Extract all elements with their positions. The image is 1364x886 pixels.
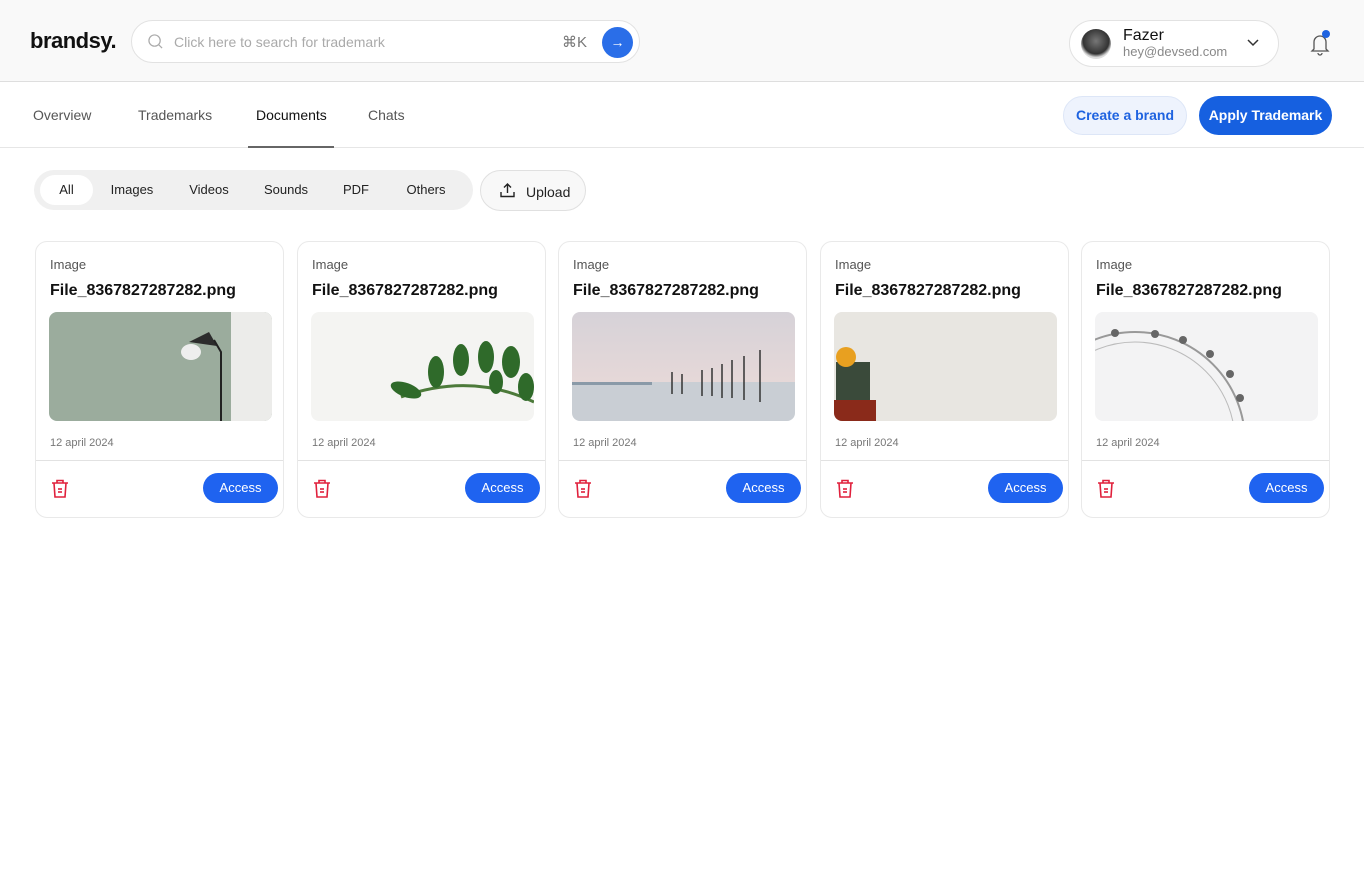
search-input[interactable] xyxy=(174,31,534,53)
search-icon xyxy=(148,34,163,49)
file-thumbnail[interactable] xyxy=(1095,312,1318,421)
access-button[interactable]: Access xyxy=(1249,473,1324,503)
file-date: 12 april 2024 xyxy=(1096,437,1160,449)
trash-icon[interactable] xyxy=(836,479,854,499)
file-thumbnail[interactable] xyxy=(572,312,795,421)
card-divider xyxy=(298,460,545,461)
card-divider xyxy=(821,460,1068,461)
apply-trademark-button[interactable]: Apply Trademark xyxy=(1199,96,1332,135)
upload-label: Upload xyxy=(526,184,571,200)
file-date: 12 april 2024 xyxy=(573,437,637,449)
create-brand-button[interactable]: Create a brand xyxy=(1063,96,1187,135)
avatar xyxy=(1081,29,1111,59)
filter-tabs: All Images Videos Sounds PDF Others xyxy=(34,170,473,210)
trash-icon[interactable] xyxy=(574,479,592,499)
file-type: Image xyxy=(573,257,610,272)
file-type: Image xyxy=(835,257,872,272)
chevron-down-icon xyxy=(1247,39,1259,47)
upload-icon xyxy=(500,183,515,198)
document-card: Image File_8367827287282.png 12 april 20… xyxy=(820,241,1069,518)
filter-images[interactable]: Images xyxy=(110,182,154,197)
document-card: Image File_8367827287282.png 12 april 20… xyxy=(1081,241,1330,518)
file-type: Image xyxy=(1096,257,1133,272)
filter-pdf[interactable]: PDF xyxy=(343,182,369,197)
user-email: hey@devsed.com xyxy=(1123,44,1228,59)
file-type: Image xyxy=(312,257,349,272)
file-name: File_8367827287282.png xyxy=(50,282,236,299)
user-menu[interactable]: Fazer hey@devsed.com xyxy=(1069,20,1279,67)
filter-videos[interactable]: Videos xyxy=(189,182,229,197)
card-divider xyxy=(36,460,283,461)
file-name: File_8367827287282.png xyxy=(312,282,498,299)
tab-chats[interactable]: Chats xyxy=(368,107,405,123)
card-divider xyxy=(559,460,806,461)
trash-icon[interactable] xyxy=(1097,479,1115,499)
file-thumbnail[interactable] xyxy=(311,312,534,421)
access-button[interactable]: Access xyxy=(465,473,540,503)
file-name: File_8367827287282.png xyxy=(573,282,759,299)
arrow-right-icon: → xyxy=(610,34,625,50)
file-type: Image xyxy=(50,257,87,272)
search-bar[interactable]: ⌘K → xyxy=(131,20,640,63)
file-name: File_8367827287282.png xyxy=(835,282,1021,299)
file-date: 12 april 2024 xyxy=(312,437,376,449)
access-button[interactable]: Access xyxy=(726,473,801,503)
top-header: brandsy. ⌘K → Fazer hey@devsed.com xyxy=(0,0,1364,82)
file-thumbnail[interactable] xyxy=(49,312,272,421)
trash-icon[interactable] xyxy=(313,479,331,499)
main-nav: Overview Trademarks Documents Chats Crea… xyxy=(0,82,1364,148)
tab-documents[interactable]: Documents xyxy=(248,82,334,148)
card-divider xyxy=(1082,460,1329,461)
access-button[interactable]: Access xyxy=(988,473,1063,503)
upload-button[interactable]: Upload xyxy=(480,170,586,211)
document-card: Image File_8367827287282.png 12 april 20… xyxy=(297,241,546,518)
search-submit-button[interactable]: → xyxy=(602,27,633,58)
document-card: Image File_8367827287282.png 12 april 20… xyxy=(558,241,807,518)
file-date: 12 april 2024 xyxy=(835,437,899,449)
filter-others[interactable]: Others xyxy=(406,182,446,197)
filter-sounds[interactable]: Sounds xyxy=(263,182,309,197)
filter-all[interactable]: All xyxy=(40,175,93,205)
notification-dot xyxy=(1322,30,1330,38)
brand-logo[interactable]: brandsy. xyxy=(30,28,117,53)
shortcut-hint: ⌘K xyxy=(562,34,588,51)
tab-overview[interactable]: Overview xyxy=(33,107,92,123)
tab-trademarks[interactable]: Trademarks xyxy=(138,107,213,123)
file-date: 12 april 2024 xyxy=(50,437,114,449)
trash-icon[interactable] xyxy=(51,479,69,499)
user-name: Fazer xyxy=(1123,27,1164,44)
document-card: Image File_8367827287282.png 12 april 20… xyxy=(35,241,284,518)
access-button[interactable]: Access xyxy=(203,473,278,503)
file-thumbnail[interactable] xyxy=(834,312,1057,421)
file-name: File_8367827287282.png xyxy=(1096,282,1282,299)
